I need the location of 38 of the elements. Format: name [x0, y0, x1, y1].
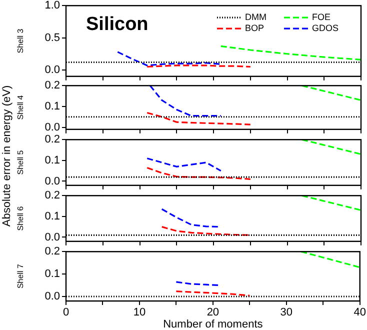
line-series [220, 45, 361, 60]
y-tick-label: 0.0 [44, 175, 60, 188]
y-axis-title: Shell 5 [16, 150, 26, 175]
y-tick-label: 0.0 [44, 290, 60, 303]
x-tick-label: 40 [354, 306, 366, 319]
y-axis-title: Shell 4 [16, 94, 26, 120]
y-axis-title: Shell 3 [16, 28, 26, 54]
legend-label: GDOS [312, 23, 339, 34]
line-series [146, 158, 222, 172]
y-axis-title: Shell 7 [16, 264, 26, 289]
x-tick-label: 0 [62, 306, 70, 319]
line-series [146, 166, 252, 180]
x-tick-label: 20 [206, 306, 220, 319]
legend-label: FOE [312, 12, 331, 22]
y-tick-label: 0.2 [44, 134, 60, 146]
x-tick-label: 30 [280, 306, 293, 319]
y-tick-label: 0.1 [44, 268, 60, 280]
y-tick-label: 0.2 [44, 190, 60, 202]
y-tick-label: 1.0 [44, 0, 60, 12]
line-series [146, 112, 252, 126]
chart-title: Silicon [86, 14, 148, 35]
y-tick-label: 0.0 [44, 231, 60, 244]
legend-label: DMM [245, 12, 266, 22]
y-axis-title: Shell 6 [16, 206, 26, 231]
y-tick-label: 0.1 [44, 100, 60, 112]
text: Absolute error in energy (eV) [1, 84, 13, 229]
y-tick-label: 0.2 [44, 246, 60, 258]
y-tick-label: 0.5 [44, 32, 60, 44]
y-tick-label: 0.0 [44, 121, 60, 134]
legend-label: BOP [245, 23, 264, 34]
x-axis-title: Number of moments [163, 318, 264, 330]
x-tick-label: 10 [133, 306, 146, 319]
y-tick-label: 0.1 [44, 154, 60, 166]
y-tick-label: 0.0 [44, 64, 60, 76]
line-series [149, 86, 222, 117]
y-tick-label: 0.2 [44, 80, 60, 92]
y-tick-label: 0.1 [44, 210, 60, 222]
line-series [116, 51, 222, 66]
